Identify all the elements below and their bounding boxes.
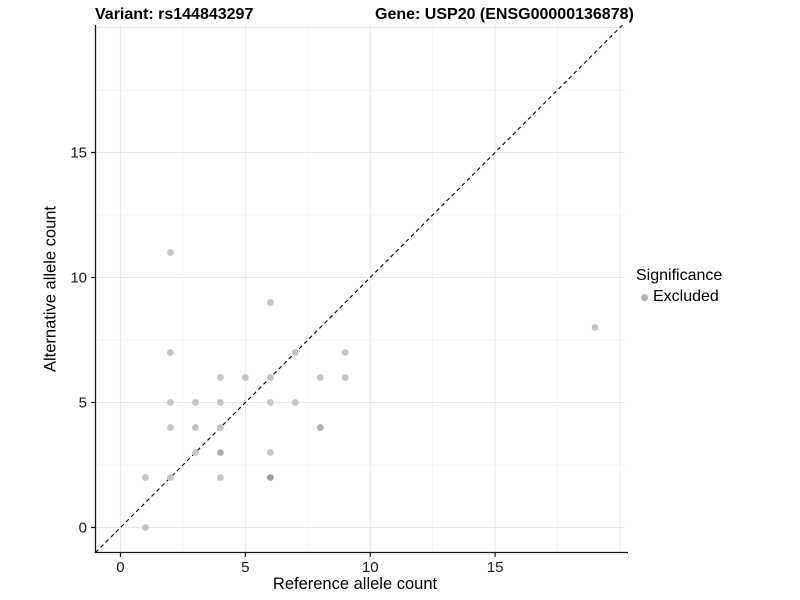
data-point [167,249,174,256]
data-point [266,374,274,381]
data-point [167,424,174,431]
x-tick-label: 15 [487,559,504,576]
y-tick-label: 15 [70,145,87,162]
data-point [216,374,224,381]
data-point [142,474,149,481]
data-point [192,424,199,431]
data-point [192,399,199,406]
plot-title-variant: Variant: rs144843297 [95,6,254,23]
data-point [167,399,174,406]
legend: Significance Excluded [636,267,722,306]
legend-dot-icon [641,293,648,301]
plot-title-gene: Gene: USP20 (ENSG00000136878) [375,6,634,23]
data-point [291,399,299,406]
data-point [266,399,274,406]
x-axis-title: Reference allele count [272,575,438,593]
data-point [192,449,199,456]
data-point [142,524,149,531]
data-point [266,299,274,306]
identity-line [95,24,623,553]
data-point [241,374,249,381]
y-axis-title: Alternative allele count [41,205,60,373]
x-tick-label: 10 [362,559,379,576]
data-point [266,474,274,481]
data-point [216,449,224,456]
data-point [216,474,224,481]
data-point [167,474,174,481]
data-point [291,349,299,356]
data-point [316,374,324,381]
legend-title: Significance [636,267,723,284]
data-point [266,449,274,456]
y-tick-label: 5 [79,395,87,412]
x-tick-label: 0 [116,559,124,576]
x-tick-label: 5 [241,559,249,576]
data-point [591,324,599,331]
data-point [341,374,349,381]
y-tick-label: 10 [70,270,87,287]
data-point [216,399,224,406]
data-point [316,424,324,431]
data-point [167,349,174,356]
data-point [341,349,349,356]
legend-entry-label: Excluded [653,288,719,305]
y-tick-label: 0 [79,520,87,537]
legend-entry: Excluded [636,288,722,306]
data-point [216,424,224,431]
